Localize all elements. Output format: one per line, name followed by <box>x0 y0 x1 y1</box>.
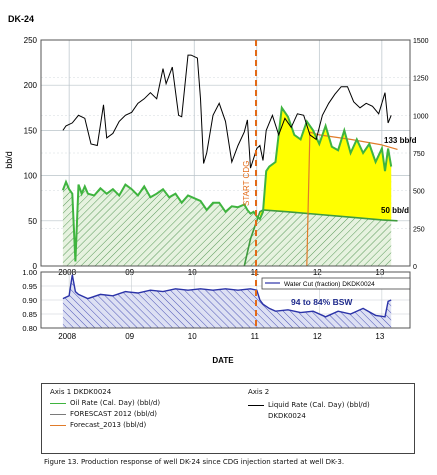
main-series-lines <box>61 54 398 267</box>
y-tick-label: 150 <box>24 126 38 135</box>
figure-caption: Figure 13. Production response of well D… <box>44 458 345 466</box>
legend-label-liquid: Liquid Rate (Cal. Day) (bbl/d) <box>268 401 370 409</box>
watercut-legend-box: Water Cut (fraction) DKDK0024 <box>261 277 411 290</box>
watercut-x-tick-label: 13 <box>375 332 384 341</box>
y-tick-label: 100 <box>24 172 38 181</box>
annotation-133: 133 bb/d <box>384 136 417 145</box>
y2-tick-label: 750 <box>413 151 425 158</box>
y-tick-label: 50 <box>28 217 37 226</box>
watercut-x-tick-label: 10 <box>188 332 197 341</box>
watercut-y-tick-label: 0.95 <box>22 282 37 291</box>
watercut-area <box>62 274 392 328</box>
legend-label-forecast-2012: FORESCAST 2012 (bbl/d) <box>70 410 158 418</box>
legend-label-liquid-sub: DKDK0024 <box>268 412 306 420</box>
start-cdg-label: START CDG <box>242 161 251 206</box>
watercut-tick-labels: 1.00 0.95 0.90 0.85 0.80 2008 09 10 11 12 13 <box>22 268 384 341</box>
legend-axis2-title: Axis 2 <box>248 388 270 396</box>
y-tick-label: 0 <box>33 262 38 271</box>
watercut-y-tick-label: 1.00 <box>22 268 37 277</box>
main-plot-frame <box>40 39 411 267</box>
legend-swatch-oil <box>50 402 66 404</box>
watercut-y-tick-label: 0.90 <box>22 296 37 305</box>
watercut-x-tick-label: 2008 <box>58 332 76 341</box>
chart-title: DK-24 <box>8 14 34 24</box>
bsw-annotation: 94 to 84% BSW <box>291 297 353 307</box>
y-tick-label: 250 <box>24 36 38 45</box>
y-axis-label: bb/d <box>4 151 14 169</box>
legend-swatch-liquid <box>248 404 264 406</box>
oil-rate-line <box>61 105 393 262</box>
legend-axis1-title: Axis 1 DKDK0024 <box>50 388 112 396</box>
watercut-x-tick-label: 11 <box>251 332 260 341</box>
y2-tick-label: 250 <box>413 226 425 233</box>
liquid-rate-line <box>62 54 392 169</box>
forecast-2013-line <box>306 131 398 267</box>
legend-item-oil-rate: Oil Rate (Cal. Day) (bbl/d) <box>50 399 160 407</box>
annotation-50: 50 bb/d <box>381 206 409 215</box>
incremental-oil-area <box>259 107 392 221</box>
legend-item-liquid-rate: Liquid Rate (Cal. Day) (bbl/d) <box>248 401 370 409</box>
watercut-plot-frame <box>40 271 411 329</box>
y2-tick-label: 1250 <box>413 76 429 83</box>
watercut-fill <box>62 274 392 328</box>
y2-tick-label: 500 <box>413 189 425 196</box>
watercut-x-tick-label: 09 <box>125 332 134 341</box>
forecast-2012-line <box>243 209 398 267</box>
y2-tick-label: 0 <box>413 264 417 271</box>
legend-box: Axis 1 DKDK0024 Axis 2 Oil Rate (Cal. Da… <box>41 383 415 454</box>
legend-swatch-forecast-2012 <box>50 413 66 415</box>
y2-tick-label: 1500 <box>413 38 429 45</box>
watercut-line <box>62 274 392 318</box>
legend-swatch-forecast-2013 <box>50 424 66 426</box>
legend-item-forecast-2013: Forecast_2013 (bbl/d) <box>50 421 146 429</box>
watercut-y-tick-label: 0.85 <box>22 310 37 319</box>
x-axis-label: DATE <box>212 356 234 365</box>
legend-label-oil: Oil Rate (Cal. Day) (bbl/d) <box>70 399 161 407</box>
legend-item-forecast-2012: FORESCAST 2012 (bbl/d) <box>50 410 157 418</box>
y2-tick-label: 1000 <box>413 113 429 120</box>
watercut-y-tick-label: 0.80 <box>22 324 37 333</box>
watercut-legend-label: Water Cut (fraction) DKDK0024 <box>284 281 375 288</box>
y-tick-label: 200 <box>24 81 38 90</box>
watercut-x-tick-label: 12 <box>313 332 322 341</box>
legend-label-forecast-2013: Forecast_2013 (bbl/d) <box>70 421 147 429</box>
